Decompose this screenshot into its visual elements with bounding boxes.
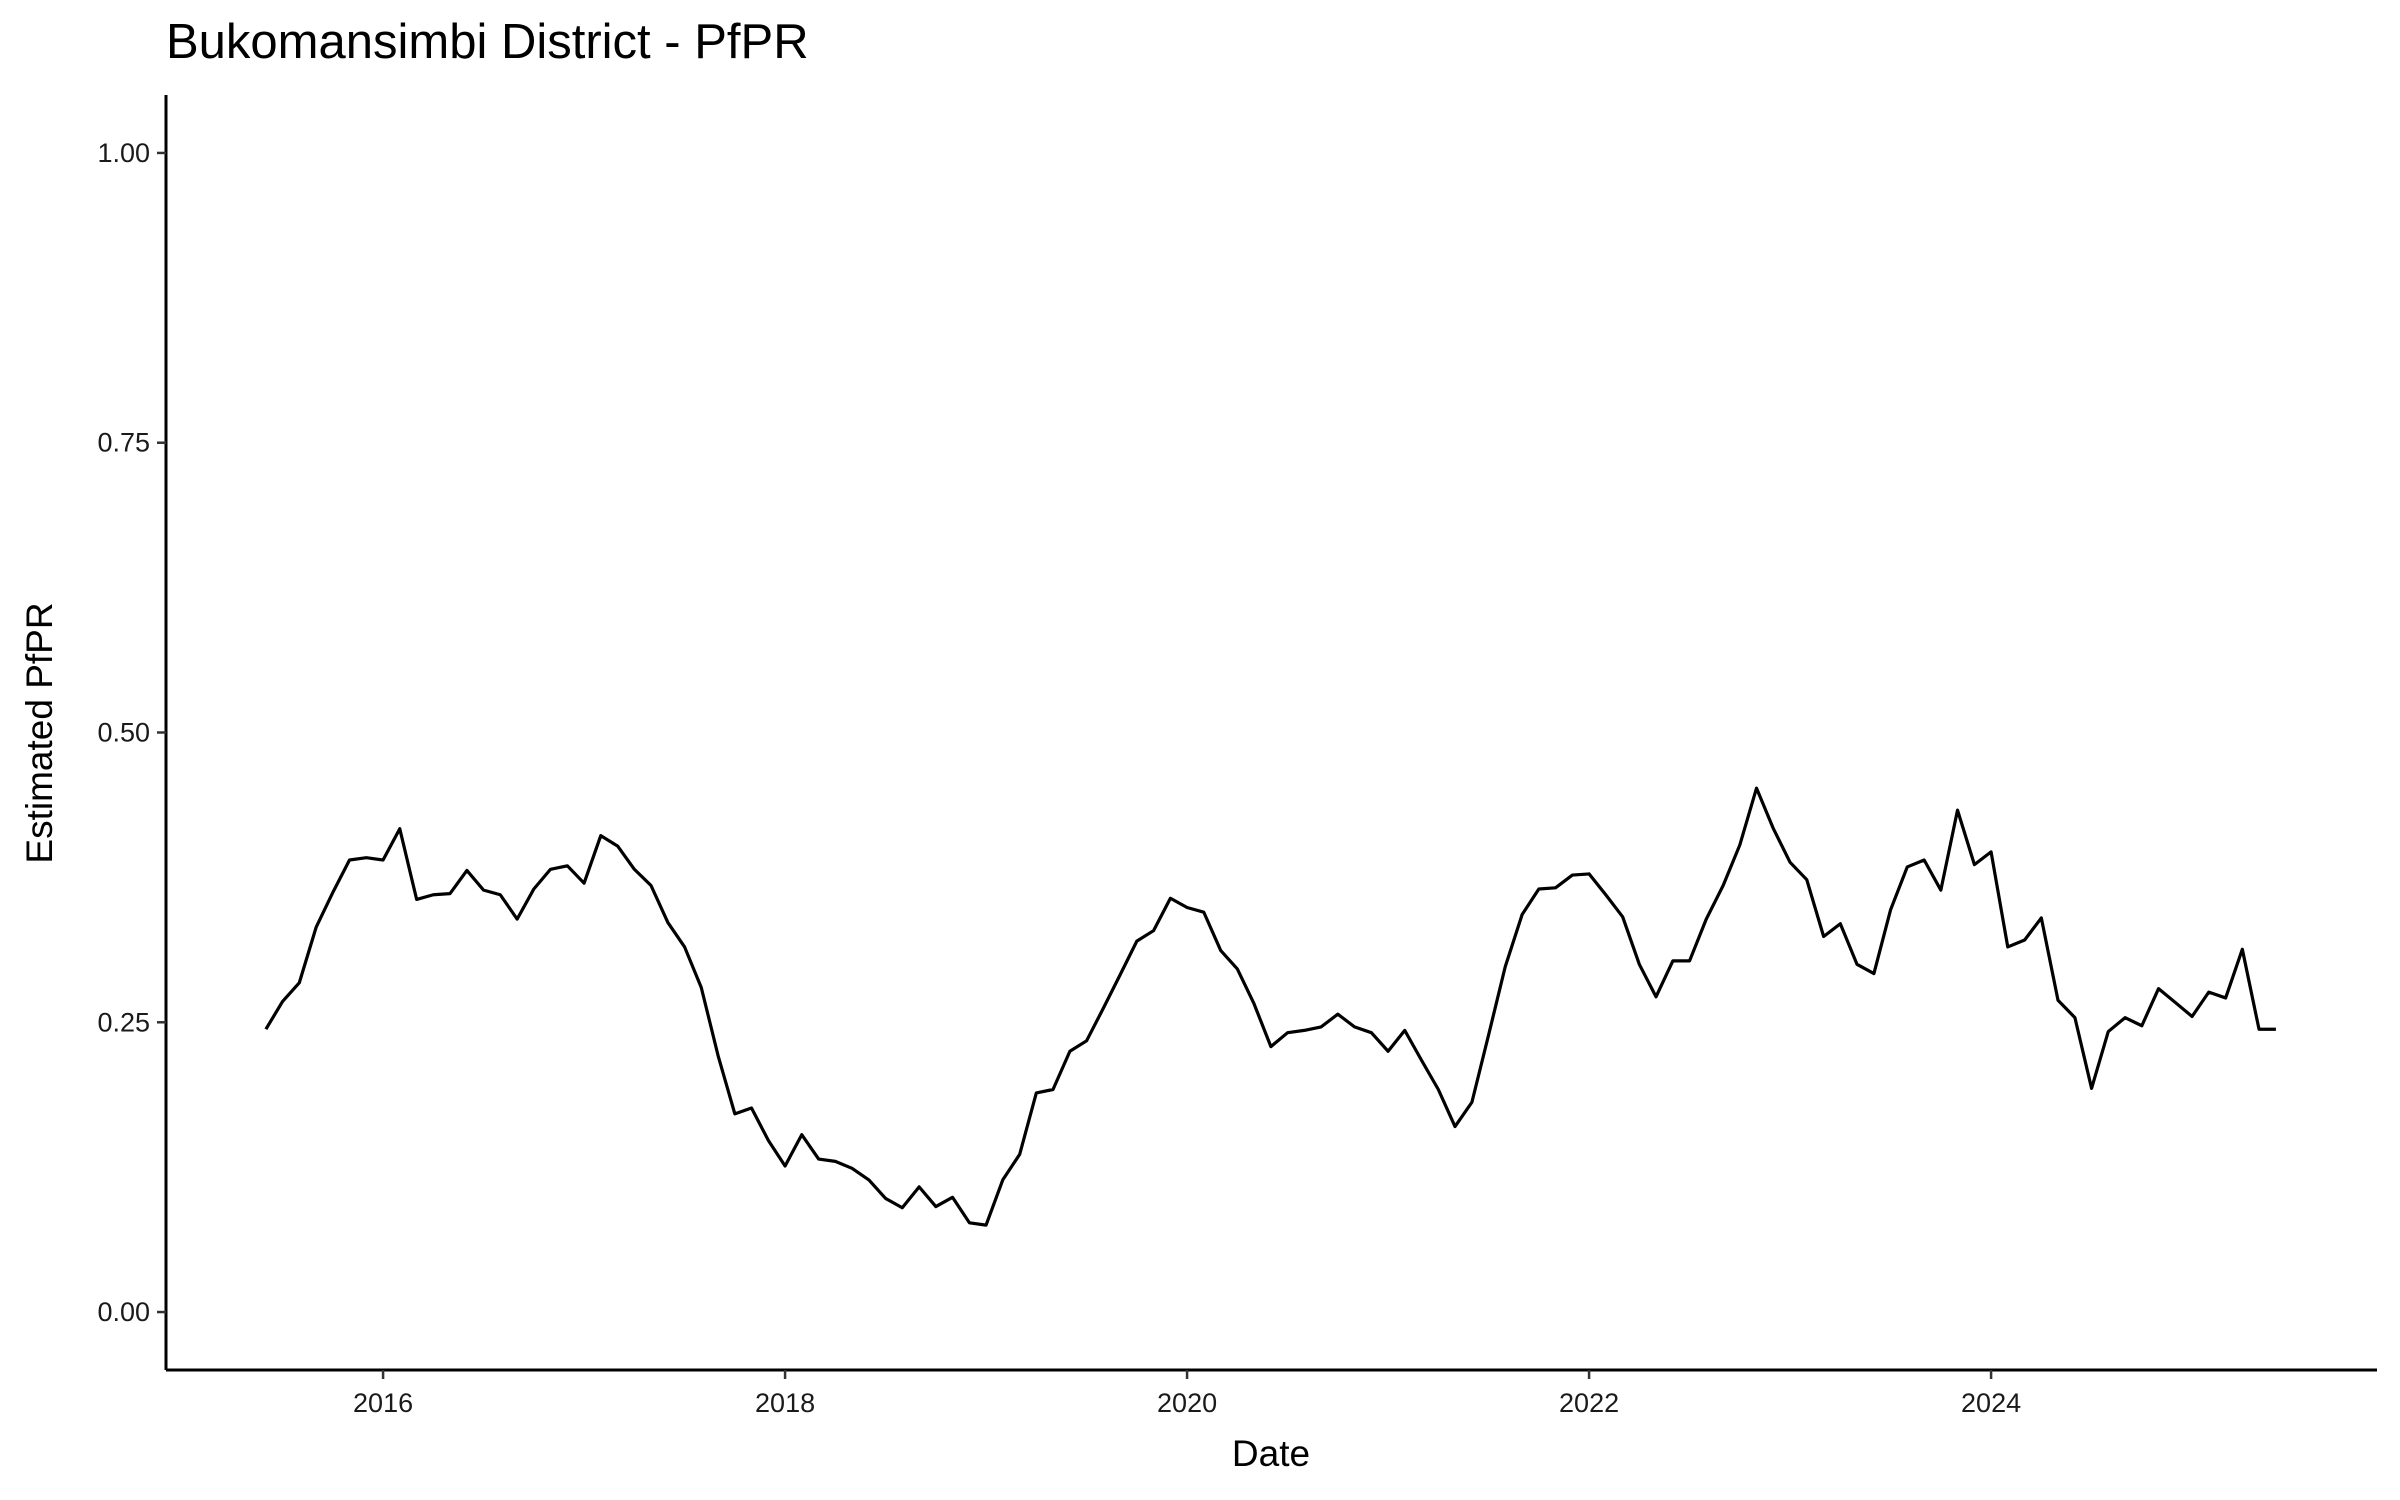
x-tick-label: 2024 [1961, 1388, 2021, 1418]
y-tick-label: 0.75 [97, 428, 150, 458]
x-tick-label: 2016 [353, 1388, 413, 1418]
x-tick-label: 2018 [755, 1388, 815, 1418]
x-tick-label: 2020 [1157, 1388, 1217, 1418]
y-tick-label: 0.25 [97, 1007, 150, 1037]
y-tick-label: 0.50 [97, 718, 150, 748]
y-tick-label: 1.00 [97, 138, 150, 168]
x-axis-title: Date [1232, 1433, 1310, 1474]
data-line [264, 786, 2276, 1227]
x-tick-label: 2022 [1559, 1388, 1619, 1418]
chart-title: Bukomansimbi District - PfPR [166, 15, 809, 69]
y-axis-title: Estimated PfPR [19, 602, 60, 863]
y-tick-label: 0.00 [97, 1297, 150, 1327]
